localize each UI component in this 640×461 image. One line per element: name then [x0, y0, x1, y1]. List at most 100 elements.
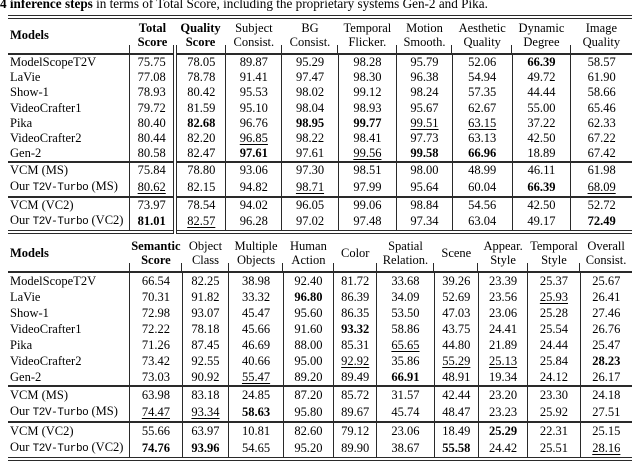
score-value: 44.80 [442, 338, 471, 353]
table-row: Pika 80.40 82.68 96.76 98.95 99.77 99.51 63.15 3… [8, 115, 632, 132]
score-value: 87.20 [294, 388, 323, 403]
score-value: 98.93 [353, 100, 382, 115]
model-name-cell: Our T2V-Turbo (VC2) [10, 213, 124, 229]
score-value: 25.92 [539, 405, 568, 420]
score-value: 48.47 [442, 405, 471, 420]
score-cell: 33.32 [228, 289, 284, 306]
score-cell: 61.90 [570, 70, 632, 86]
column-header-line: Score [185, 34, 216, 49]
score-cell: 75.84 [129, 161, 176, 179]
score-value: 82.57 [187, 214, 216, 229]
score-value: 86.35 [341, 306, 370, 321]
score-cell: 98.84 [396, 195, 453, 214]
score-cell: 25.29 [477, 421, 528, 440]
score-cell: 98.41 [337, 131, 397, 147]
score-value: 67.42 [587, 146, 616, 161]
header-column-rule [511, 45, 513, 53]
column-header-line: Quality [582, 34, 621, 49]
caption-bold-text: 4 inference steps [0, 0, 93, 11]
score-value: 78.80 [187, 163, 216, 178]
score-cell: 42.50 [511, 195, 571, 214]
score-value: 48.99 [468, 163, 497, 178]
score-cell: 79.72 [129, 100, 176, 116]
column-header: Motion Smooth. [395, 17, 453, 54]
column-header-line: Object [188, 239, 223, 254]
score-cell: 98.04 [281, 100, 339, 116]
table-row: VideoCrafter2 73.42 92.55 40.66 95.00 92.92 35… [8, 353, 632, 370]
column-header-models: Models [10, 245, 49, 260]
score-value: 72.22 [141, 322, 170, 337]
column-header: Quality Score [173, 17, 226, 54]
column-header: Multiple Objects [227, 237, 283, 272]
score-value: 45.74 [391, 405, 420, 420]
score-cell: 55.58 [433, 439, 479, 460]
score-value: 77.08 [137, 70, 166, 85]
score-value: 73.97 [137, 197, 166, 212]
header-column-rule [128, 263, 130, 272]
score-value: 98.24 [410, 85, 439, 100]
score-cell: 38.67 [376, 439, 435, 460]
column-header-line: Motion [406, 21, 443, 35]
score-cell: 82.20 [173, 131, 226, 147]
score-value: 89.20 [294, 370, 323, 385]
score-cell: 93.07 [181, 305, 229, 322]
score-cell: 47.03 [433, 305, 479, 322]
score-cell: 93.06 [225, 161, 282, 179]
score-value: 96.80 [294, 290, 323, 305]
score-value: 68.09 [587, 179, 616, 194]
column-header: Semantic Score [128, 237, 182, 272]
score-cell: 79.12 [333, 421, 377, 440]
score-value: 25.51 [539, 441, 568, 456]
table-row: Pika 71.26 87.45 46.69 88.00 85.31 65.65 44.80 2… [8, 337, 632, 354]
score-value: 23.39 [489, 274, 518, 289]
score-cell: 48.99 [451, 161, 513, 179]
column-header-line: Scene [441, 245, 472, 260]
score-value: 54.65 [241, 441, 271, 456]
score-value: 22.31 [539, 424, 568, 439]
score-cell: 25.13 [477, 353, 528, 370]
score-value: 43.75 [442, 322, 471, 337]
column-header-line: Overall [587, 239, 625, 254]
score-value: 83.18 [191, 388, 220, 403]
score-cell: 44.44 [511, 85, 571, 101]
score-value: 80.40 [137, 115, 166, 130]
table-row: VCM (VC2) 73.97 78.54 94.02 96.05 99.06 98.84 5… [8, 195, 632, 214]
score-value: 24.18 [592, 388, 621, 403]
score-cell: 26.17 [579, 369, 632, 387]
header-column-rule [395, 45, 397, 53]
score-value: 98.41 [353, 131, 382, 146]
score-cell: 66.39 [511, 54, 571, 71]
score-value: 79.12 [341, 424, 370, 439]
score-value: 66.96 [468, 146, 497, 161]
score-cell: 71.26 [129, 337, 183, 354]
score-value: 28.16 [592, 441, 621, 456]
score-value: 82.25 [191, 274, 220, 289]
score-value: 78.78 [187, 70, 216, 85]
score-value: 66.54 [141, 274, 170, 289]
score-cell: 45.47 [228, 305, 284, 322]
score-value: 75.75 [137, 55, 166, 69]
score-value: 98.04 [295, 100, 325, 115]
score-cell: 45.74 [376, 403, 435, 423]
score-value: 97.61 [295, 146, 325, 161]
score-cell: 67.22 [570, 131, 632, 147]
score-cell: 18.49 [433, 421, 479, 440]
score-cell: 94.02 [225, 195, 282, 214]
score-value: 26.17 [592, 370, 621, 385]
score-value: 96.38 [410, 70, 439, 85]
header-row: Models Semantic Score Object Class Multiple Ob… [8, 237, 632, 273]
score-cell: 18.89 [511, 146, 571, 163]
score-cell: 98.28 [337, 54, 397, 71]
score-value: 42.50 [527, 197, 556, 212]
column-header-line: Style [541, 252, 567, 267]
column-header: Object Class [181, 237, 229, 272]
score-cell: 89.87 [225, 54, 282, 71]
column-header-line: Spatial [388, 239, 423, 254]
score-cell: 46.11 [511, 161, 571, 179]
score-cell: 78.18 [181, 321, 229, 338]
score-value: 55.00 [527, 100, 556, 115]
score-cell: 97.34 [396, 213, 453, 233]
score-cell: 63.98 [129, 385, 183, 404]
score-value: 95.60 [294, 306, 323, 321]
score-cell: 89.67 [333, 403, 377, 423]
